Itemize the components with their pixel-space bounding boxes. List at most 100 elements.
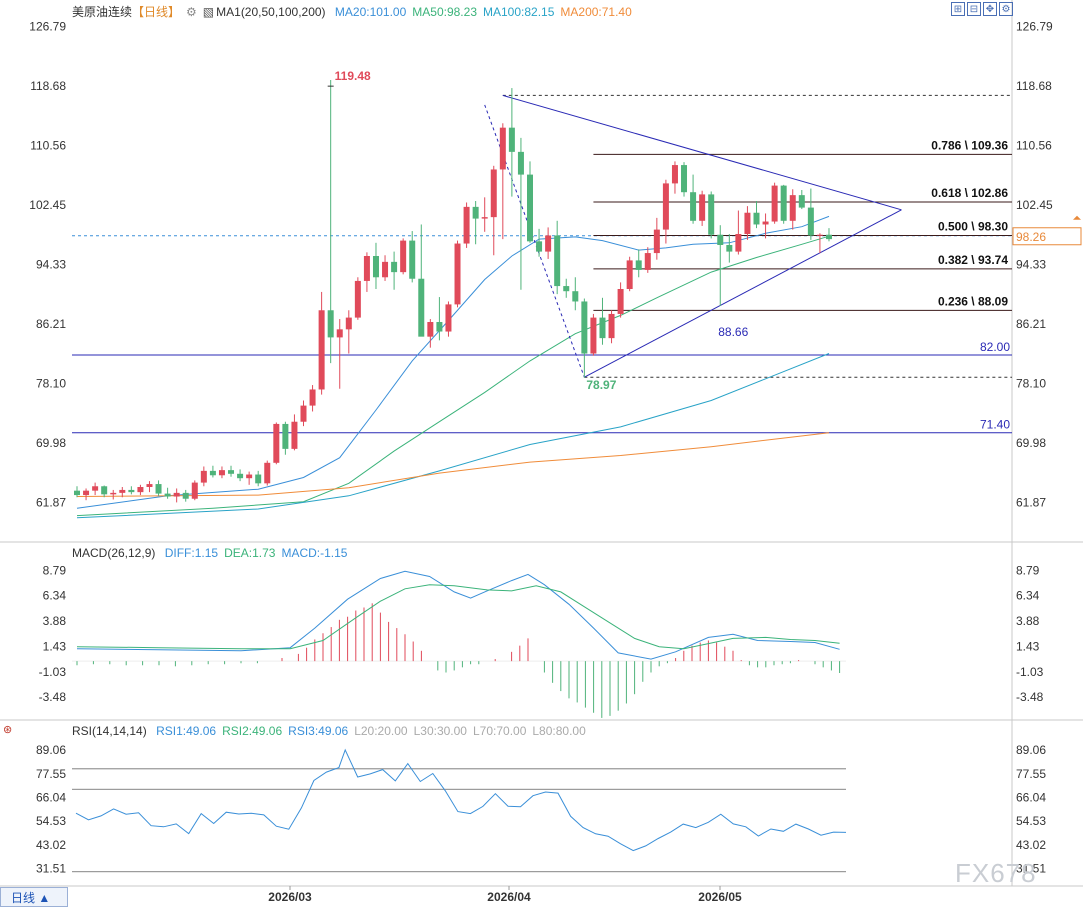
candle-body [599,317,606,339]
main-header: 美原油连续【日线】 ⚙ ▧ MA1(20,50,100,200) MA20:101.0… [72,3,644,20]
ma-toggle-icon[interactable]: ▧ [202,5,215,19]
macd-header: MACD(26,12,9) DIFF:1.15 DEA:1.73 MACD:-1.1… [72,546,359,560]
ma-line-ma200 [76,432,830,497]
x-axis-label: 2026/05 [698,890,742,904]
collapse-icon[interactable]: ⊟ [967,2,981,16]
candle-body [110,492,117,495]
candle-body [508,127,515,152]
candle-body [282,423,289,449]
annotation-label: 78.97 [586,378,616,392]
candle-body [536,241,543,252]
main-y-tick-left: 86.21 [36,317,66,331]
main-y-tick-right: 126.79 [1016,20,1053,34]
symbol-name: 美原油连续 [72,5,133,19]
ma-line-ma100 [76,353,830,519]
candle-body [237,473,244,479]
candle-body [735,234,742,252]
period-tab[interactable]: 日线 ▲ [0,887,68,907]
candle-body [146,484,153,487]
candle-body [454,243,461,305]
rsi-y-tick-left: 31.51 [36,862,66,876]
candle-body [101,486,108,495]
macd-value: DEA:1.73 [224,546,276,560]
rsi-y-tick-right: 89.06 [1016,743,1046,757]
ma-value: MA100:82.15 [483,5,555,19]
candle-body [581,301,588,354]
candle-body [690,192,697,221]
candle-body [545,235,552,252]
candle-body [635,260,642,270]
candle-body [671,165,678,184]
candle-body [681,165,688,193]
candle-body [318,310,325,390]
main-y-tick-left: 61.87 [36,496,66,510]
macd-y-tick-right: 1.43 [1016,639,1040,653]
candle-body [699,194,706,221]
main-y-tick-left: 94.33 [36,258,66,272]
candle-body [218,470,225,476]
rsi-y-tick-right: 43.02 [1016,838,1046,852]
candle-body [463,206,470,244]
candle-body [264,462,271,484]
candle-body [626,260,633,289]
current-price-arrow [1073,215,1081,220]
gear-icon[interactable]: ⚙ [186,5,197,19]
candle-body [436,322,443,332]
candle-body [345,317,352,330]
main-y-tick-right: 86.21 [1016,317,1046,331]
ma-value: MA50:98.23 [412,5,477,19]
macd-y-tick-right: -1.03 [1016,665,1044,679]
candle-body [119,489,126,493]
candle-body [717,234,724,245]
candle-body [617,289,624,314]
fib-label: 0.786 \ 109.36 [931,138,1008,152]
macd-y-tick-left: 3.88 [43,614,67,628]
candle-body [590,317,597,354]
rsi-value: L80:80.00 [532,724,586,738]
candle-body [391,261,398,273]
candle-body [309,389,316,406]
expand-icon[interactable]: ⊞ [951,2,965,16]
ma-label: MA1(20,50,100,200) [216,5,326,19]
fib-label: 0.618 \ 102.86 [931,186,1008,200]
target-icon[interactable]: ⊛ [3,724,13,736]
candle-body [490,169,497,218]
settings-icon[interactable]: ⚙ [999,2,1013,16]
candle-body [762,221,769,225]
rsi-line [75,748,847,852]
period-label[interactable]: 【日线】 [132,5,181,19]
move-icon[interactable]: ✥ [983,2,997,16]
triangle-upper-line [502,94,902,211]
candle-body [255,474,262,484]
candle-body [662,183,669,230]
macd-line-dea [76,584,840,650]
macd-line-diff [76,570,840,660]
candle-body [200,470,207,483]
candle-body [209,470,216,476]
macd-value: DIFF:1.15 [164,546,219,560]
main-y-tick-left: 126.79 [29,20,66,34]
candle-body [382,261,389,278]
candle-body [499,127,506,170]
rsi-value: L30:30.00 [413,724,467,738]
ma-line-ma50 [76,235,830,517]
candle-body [517,151,524,175]
candle-body [164,493,171,497]
x-axis-label: 2026/04 [487,890,531,904]
rsi-value: RSI3:49.06 [288,724,349,738]
candle-body [427,322,434,337]
candle-body [400,240,407,273]
candle-body [481,217,488,219]
candle-body [273,423,280,463]
macd-value: MACD:-1.15 [281,546,348,560]
rsi-y-tick-left: 77.55 [36,767,66,781]
x-axis-label: 2026/03 [268,890,312,904]
macd-y-tick-left: 1.43 [43,639,67,653]
macd-y-tick-left: -3.48 [39,690,67,704]
candle-body [155,484,162,494]
candle-body [354,280,361,318]
candle-body [291,421,298,449]
candle-body [789,195,796,221]
candle-body [780,185,787,221]
